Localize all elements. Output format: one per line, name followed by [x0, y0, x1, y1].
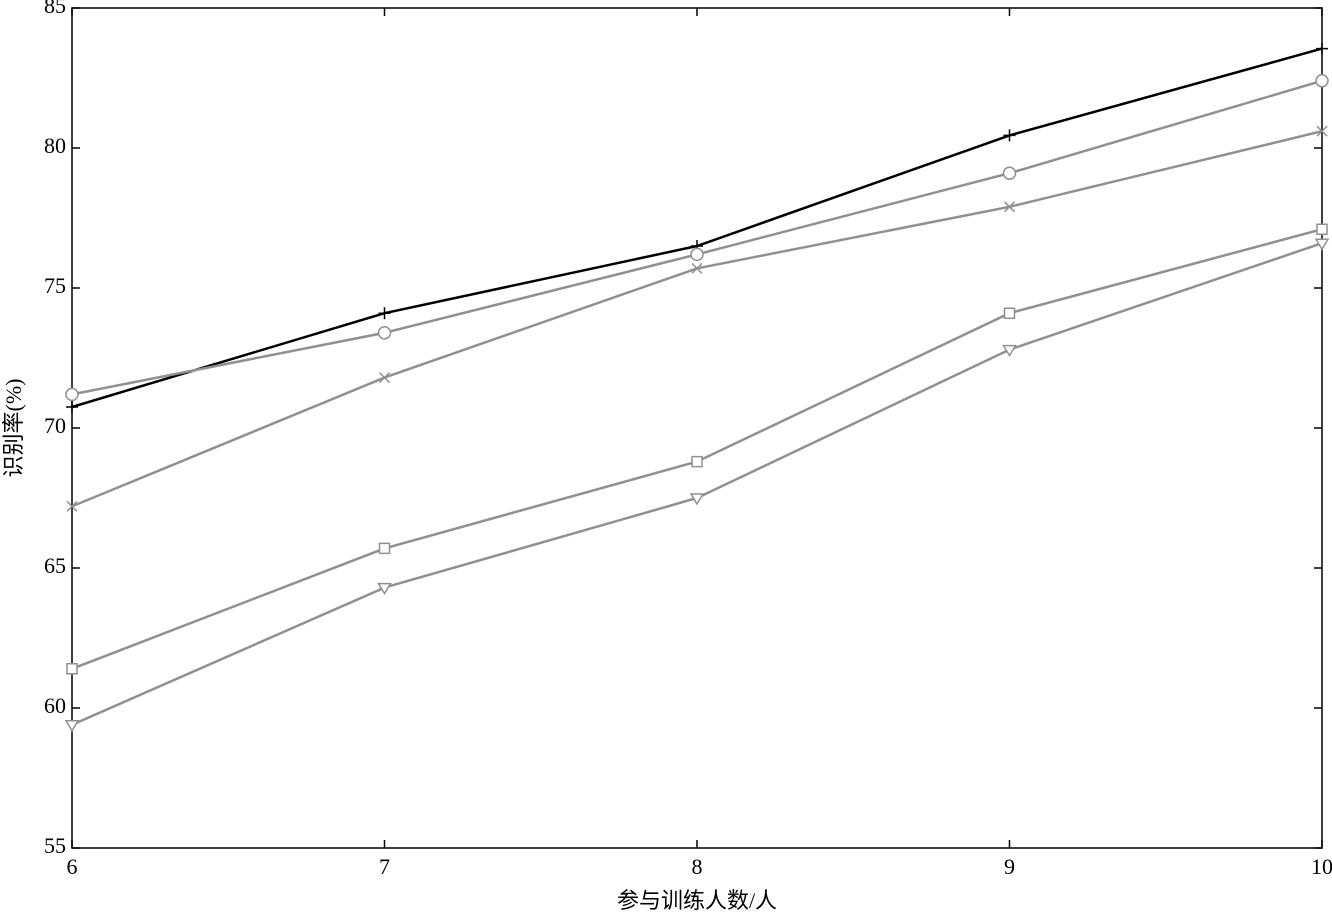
y-tick-label: 55 — [44, 833, 66, 858]
marker — [66, 401, 78, 413]
marker — [65, 387, 79, 402]
series-line — [71, 129, 1323, 508]
marker — [377, 326, 392, 340]
marker — [690, 247, 704, 262]
y-axis-label: 识别率(%) — [1, 379, 26, 478]
marker — [1314, 238, 1330, 251]
marker — [1003, 201, 1016, 213]
y-tick-label: 60 — [44, 693, 66, 718]
series-line — [71, 79, 1323, 396]
y-tick-label: 85 — [44, 0, 66, 18]
marker — [66, 500, 78, 512]
x-tick-label: 8 — [692, 854, 703, 879]
y-tick-label: 80 — [44, 133, 66, 158]
y-tick-label: 75 — [44, 273, 66, 298]
x-axis-label: 参与训练人数/人 — [617, 888, 777, 913]
series-line — [71, 47, 1323, 409]
marker — [378, 542, 391, 555]
marker — [1316, 223, 1328, 235]
x-tick-label: 6 — [67, 854, 78, 879]
marker — [378, 307, 391, 320]
x-tick-label: 10 — [1311, 854, 1332, 879]
y-tick-label: 65 — [44, 553, 66, 578]
x-tick-label: 9 — [1004, 854, 1015, 879]
marker — [1003, 129, 1016, 142]
marker — [1316, 125, 1328, 137]
marker — [64, 720, 80, 733]
marker — [378, 372, 391, 384]
marker — [1002, 166, 1017, 180]
y-tick-label: 70 — [44, 413, 66, 438]
marker — [1316, 42, 1328, 55]
marker — [66, 663, 78, 675]
marker — [377, 582, 392, 596]
series-line — [71, 227, 1323, 670]
marker — [691, 455, 703, 468]
marker — [1002, 344, 1017, 358]
marker — [1003, 307, 1016, 319]
series-line — [71, 242, 1323, 726]
marker — [691, 262, 703, 274]
marker — [689, 493, 705, 506]
marker — [1315, 74, 1329, 88]
x-tick-label: 7 — [379, 854, 390, 879]
